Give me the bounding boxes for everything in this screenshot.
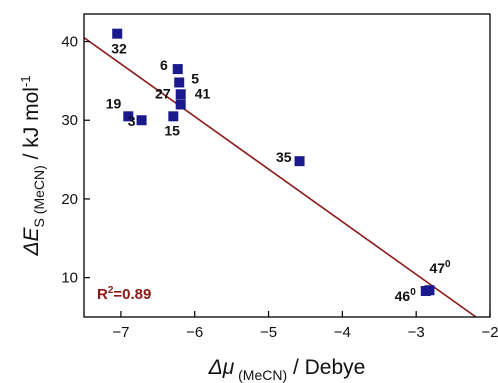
y-axis-symbol: ΔE [20,226,43,256]
r-squared-r: R [97,286,108,303]
y-axis-superscript: -1 [18,75,33,87]
point-label-number: 41 [195,85,211,101]
x-axis-symbol: Δμ [208,356,235,379]
x-tick-label: −4 [334,324,351,341]
point-label-46: 460 [395,287,417,304]
point-label-number: 15 [164,122,180,138]
point-label-number: 46 [395,288,411,304]
point-label-3: 3 [128,113,136,129]
point-label-27: 27 [155,86,171,102]
data-point-3 [136,115,147,126]
point-label-superscript: 0 [410,287,416,298]
x-tick-label: −3 [408,324,425,341]
x-tick-label: −6 [186,324,203,341]
data-point-15 [168,111,179,122]
x-axis-subscript: (MeCN) [234,367,287,383]
data-point-5 [174,77,185,88]
x-axis-unit: / Debye [287,356,365,379]
data-point-6 [172,64,183,75]
point-label-number: 19 [106,95,122,111]
y-tick-label: 10 [61,270,78,287]
y-axis-unit: / kJ mol [20,87,43,165]
plot-layer [84,28,477,317]
plot-frame [83,13,491,318]
r-squared-annotation: R2=0.89 [97,285,151,303]
point-label-6: 6 [160,57,168,73]
point-label-superscript: 0 [445,259,451,270]
x-axis-title: Δμ (MeCN) / Debye [208,356,366,383]
y-axis-subscript: S (MeCN) [31,165,47,227]
point-label-19: 19 [106,95,122,111]
point-label-15: 15 [164,122,180,138]
y-tick-label: 40 [61,34,78,51]
y-tick-label: 20 [61,191,78,208]
data-point-47 [424,285,435,296]
data-point-27 [175,99,186,110]
point-label-number: 27 [155,86,171,102]
linear-fit-line [84,36,477,317]
r-squared-value: =0.89 [113,286,151,303]
point-label-number: 47 [429,260,445,276]
point-label-number: 5 [191,70,199,86]
point-label-number: 3 [128,113,136,129]
point-label-number: 6 [160,57,168,73]
data-point-41 [175,89,186,100]
point-label-41: 41 [195,85,211,101]
data-point-35 [294,156,305,167]
point-label-number: 35 [276,149,292,165]
point-label-35: 35 [276,149,292,165]
x-tick-label: −7 [112,324,129,341]
point-label-32: 32 [111,41,127,57]
y-axis-title: ΔES (MeCN) / kJ mol-1 [18,75,47,256]
y-tick-label: 30 [61,112,78,129]
data-point-32 [112,28,123,39]
point-label-5: 5 [191,70,199,86]
x-tick-label: −2 [481,324,498,341]
data-point-19 [123,111,134,122]
r-squared-superscript: 2 [108,285,114,296]
point-label-number: 32 [111,41,127,57]
point-label-47: 470 [429,259,451,276]
x-tick-label: −5 [260,324,277,341]
